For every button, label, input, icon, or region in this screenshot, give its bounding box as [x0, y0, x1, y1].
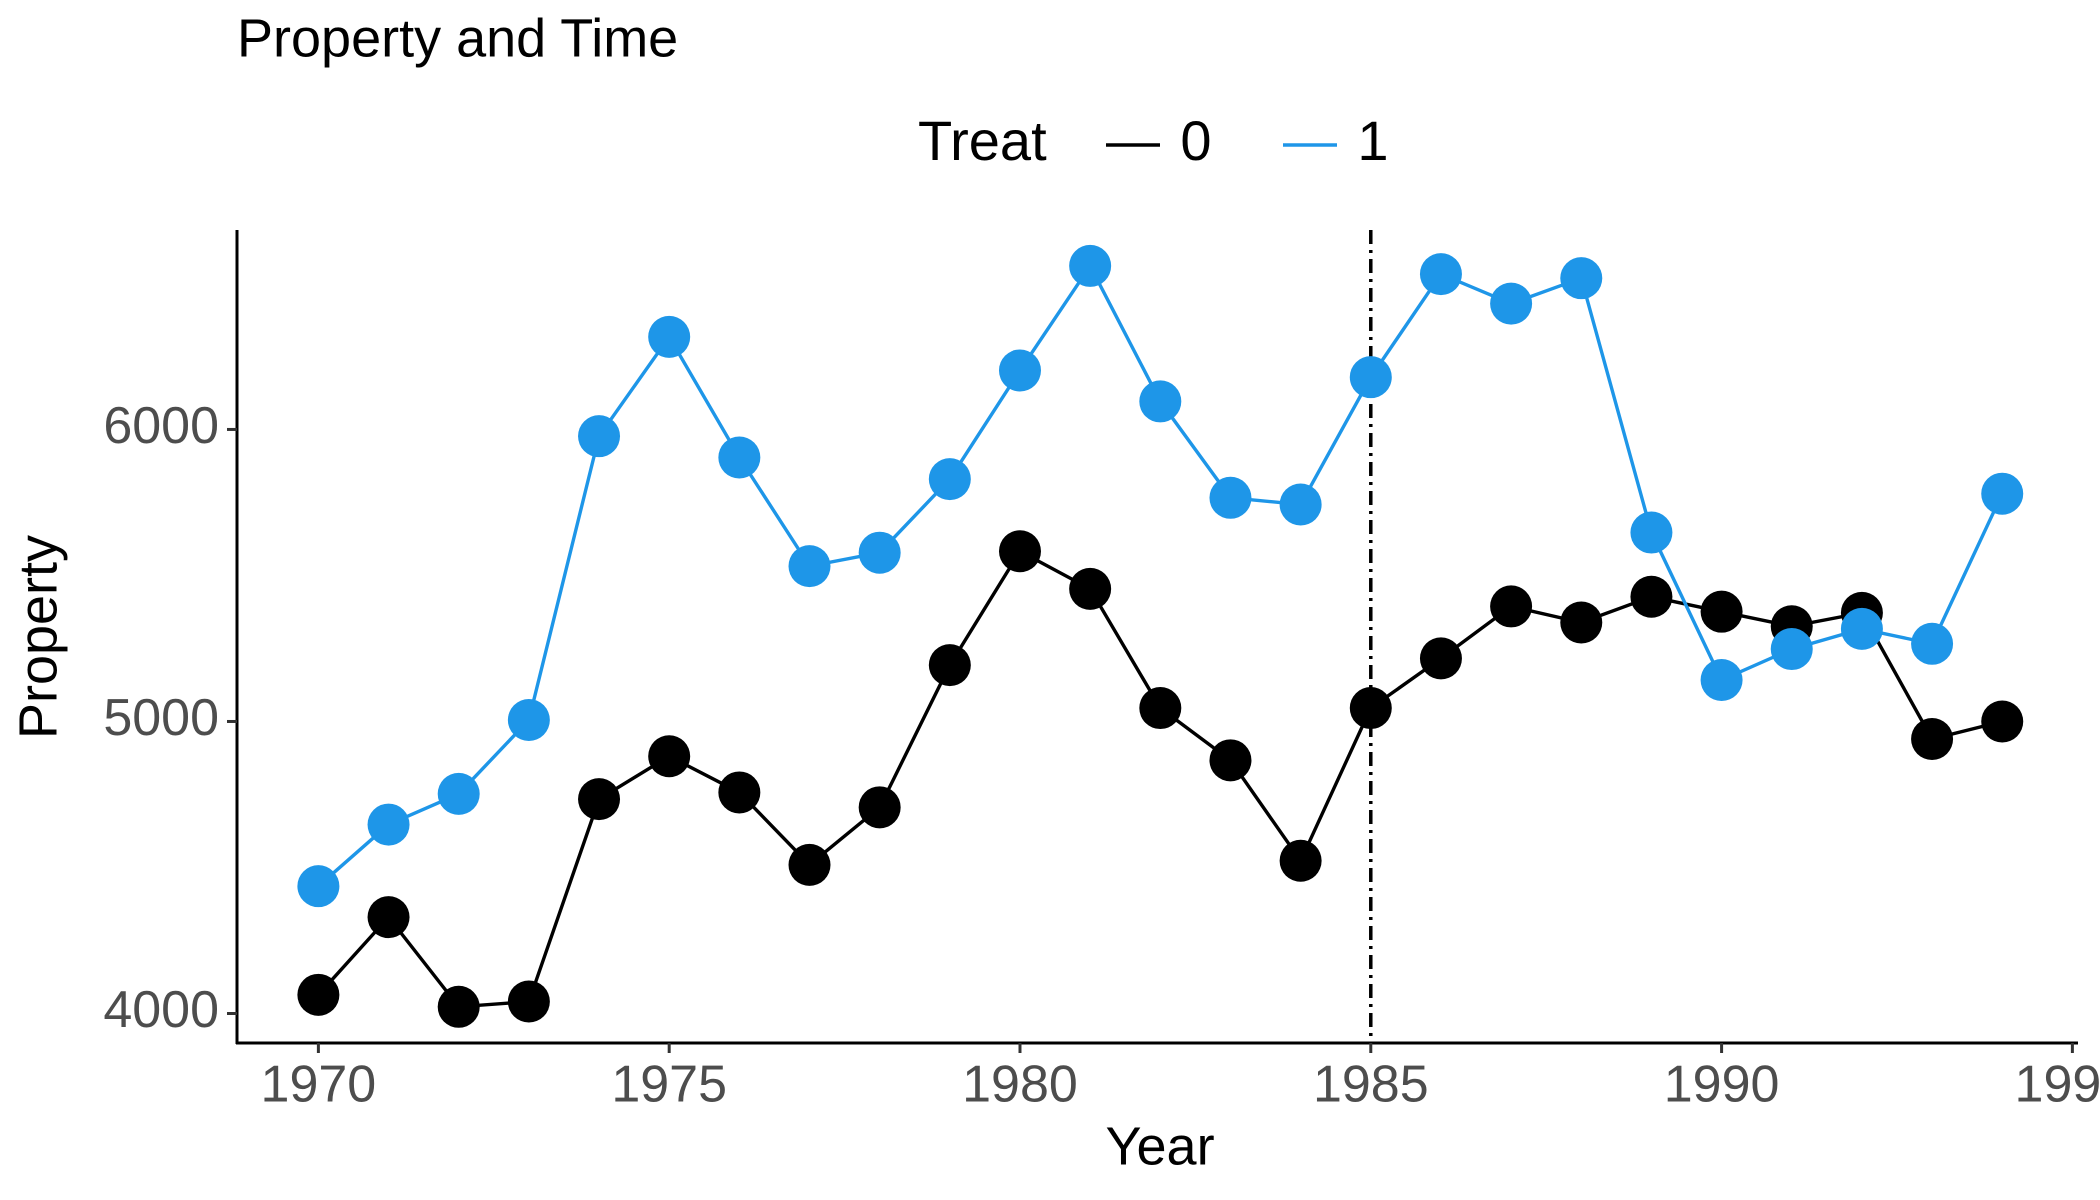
legend-title: Treat [918, 109, 1047, 172]
y-tick-label: 5000 [103, 689, 219, 747]
data-point [1840, 607, 1883, 650]
data-point [437, 772, 480, 815]
x-tick-label: 1995 [2015, 1056, 2100, 1114]
x-tick-label: 1975 [611, 1056, 727, 1114]
x-tick-label: 1980 [962, 1056, 1078, 1114]
data-point [507, 699, 550, 742]
data-point [788, 843, 831, 886]
series-line [317, 262, 2004, 888]
data-point [578, 415, 621, 458]
data-point [1209, 476, 1252, 519]
data-point [507, 980, 550, 1023]
data-point [1911, 718, 1954, 761]
data-point [1419, 253, 1462, 296]
legend-label: 1 [1357, 109, 1388, 172]
data-point [1069, 244, 1112, 287]
data-point [1630, 511, 1673, 554]
data-point [1981, 472, 2024, 515]
data-point [1419, 637, 1462, 680]
data-point [1560, 257, 1603, 300]
data-point [928, 644, 971, 687]
x-tick-label: 1990 [1664, 1056, 1780, 1114]
data-point [1630, 575, 1673, 618]
data-point [367, 803, 410, 846]
data-point [1490, 282, 1533, 325]
y-tick-label: 4000 [103, 981, 219, 1039]
data-point [1560, 601, 1603, 644]
legend-label: 0 [1180, 109, 1211, 172]
data-point [367, 896, 410, 939]
data-point [928, 458, 971, 501]
data-point [1279, 839, 1322, 882]
data-point [858, 786, 901, 829]
data-point [788, 545, 831, 588]
data-point [437, 985, 480, 1028]
data-point [1209, 739, 1252, 782]
data-point [1069, 567, 1112, 610]
data-point [648, 735, 691, 778]
data-point [1911, 622, 1954, 665]
data-point [297, 973, 340, 1016]
x-tick-label: 1985 [1313, 1056, 1429, 1114]
data-point [1139, 687, 1182, 730]
data-point [1349, 687, 1392, 730]
x-axis-title: Year [1105, 1116, 1214, 1176]
data-point [1700, 590, 1743, 633]
data-point [1139, 380, 1182, 423]
data-point [648, 315, 691, 358]
data-point [1349, 356, 1392, 399]
chart-title: Property and Time [237, 8, 678, 68]
data-point [1770, 628, 1813, 671]
data-point [998, 530, 1041, 573]
data-point [858, 531, 901, 574]
y-tick-label: 6000 [103, 397, 219, 455]
data-point [718, 771, 761, 814]
data-point [718, 436, 761, 479]
y-axis-title: Property [8, 535, 68, 739]
data-point [578, 778, 621, 821]
x-tick-label: 1970 [261, 1056, 377, 1114]
data-point [1981, 700, 2024, 743]
data-point [1279, 483, 1322, 526]
data-point [297, 865, 340, 908]
data-point [998, 349, 1041, 392]
series-line [317, 548, 2003, 1009]
data-point [1490, 585, 1533, 628]
data-point [1700, 659, 1743, 702]
